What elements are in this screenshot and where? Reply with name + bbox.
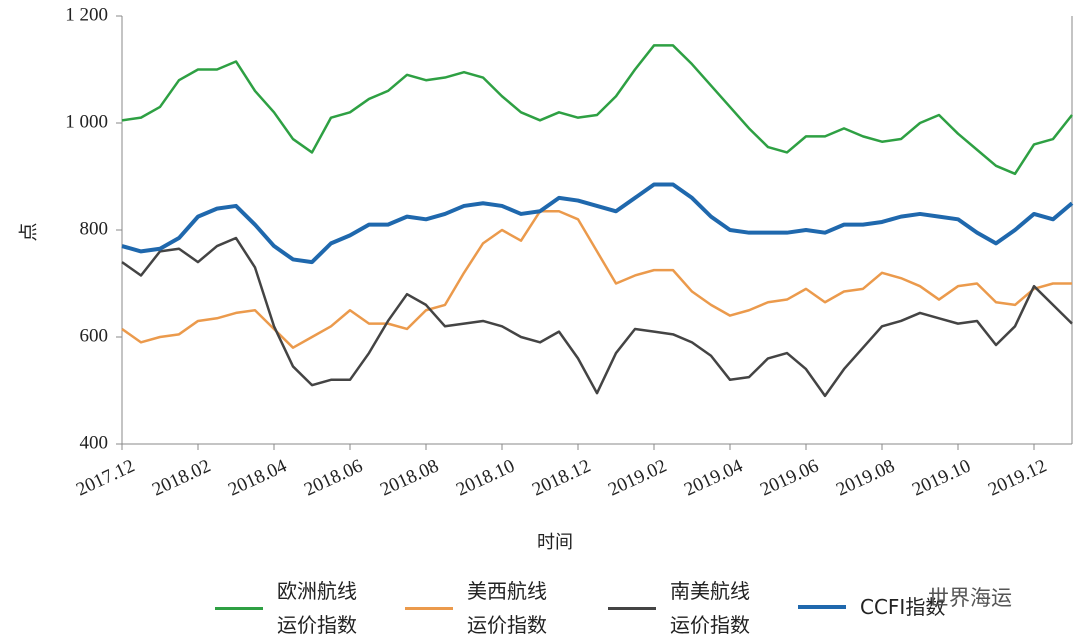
- x-tick-label: 2018.10: [453, 455, 518, 500]
- x-tick-label: 2019.06: [757, 455, 822, 500]
- y-tick-label: 600: [80, 325, 109, 346]
- x-tick-label: 2018.04: [225, 455, 290, 500]
- y-tick-label: 800: [80, 218, 109, 239]
- x-tick-label: 2018.08: [377, 455, 442, 500]
- series-line: [121, 44, 1073, 176]
- legend-label: 南美航线运价指数: [670, 579, 750, 637]
- y-tick-label: 1 200: [65, 4, 108, 25]
- series-line: [121, 210, 1072, 349]
- legend-label: 美西航线运价指数: [467, 579, 547, 637]
- legend-swatch: [215, 606, 263, 610]
- y-tick-label: 400: [80, 432, 109, 453]
- legend-label: 欧洲航线运价指数: [277, 579, 357, 637]
- legend-swatch: [798, 605, 846, 609]
- y-axis-label: 点: [17, 222, 39, 241]
- x-tick-label: 2019.10: [909, 455, 974, 500]
- y-tick-label: 1 000: [65, 111, 108, 132]
- x-tick-label: 2019.02: [605, 455, 670, 500]
- x-tick-label: 2018.02: [149, 455, 214, 500]
- legend-item: 南美航线运价指数: [608, 574, 754, 642]
- x-tick-label: 2019.08: [833, 455, 898, 500]
- series-line: [121, 236, 1073, 398]
- x-tick-label: 2019.04: [681, 455, 746, 500]
- legend-item: 美西航线运价指数: [405, 574, 551, 642]
- legend-item: 欧洲航线运价指数: [215, 574, 361, 642]
- legend-swatch: [608, 606, 656, 610]
- legend-item: CCFI指数: [798, 590, 980, 624]
- legend-swatch: [405, 606, 453, 610]
- x-tick-label: 2017.12: [73, 455, 138, 500]
- x-tick-label: 2019.12: [985, 455, 1050, 500]
- x-axis-label: 时间: [537, 532, 573, 553]
- x-tick-label: 2018.06: [301, 455, 366, 500]
- watermark: 世界海运: [928, 586, 1012, 610]
- legend-label: CCFI指数: [860, 595, 946, 619]
- series-line: [121, 182, 1074, 265]
- x-tick-label: 2018.12: [529, 455, 594, 500]
